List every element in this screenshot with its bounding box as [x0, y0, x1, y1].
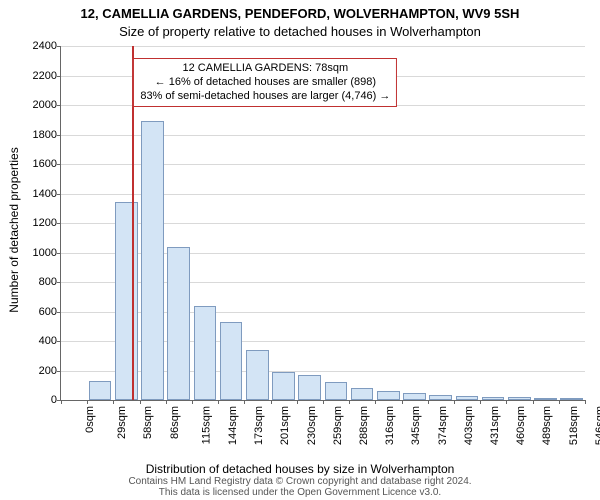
x-tick-mark [323, 400, 324, 404]
y-tick-label: 0 [51, 394, 61, 406]
x-tick-label: 86sqm [169, 406, 181, 439]
gridline [61, 253, 585, 254]
x-tick-mark [297, 400, 298, 404]
x-tick-mark [428, 400, 429, 404]
gridline [61, 312, 585, 313]
chart-title-address: 12, CAMELLIA GARDENS, PENDEFORD, WOLVERH… [0, 6, 600, 21]
x-tick-mark [480, 400, 481, 404]
histogram-bar [403, 393, 426, 400]
histogram-bar [167, 247, 190, 400]
x-tick-label: 316sqm [384, 406, 396, 445]
gridline [61, 164, 585, 165]
y-tick-label: 2200 [33, 70, 61, 82]
y-tick-label: 400 [39, 335, 61, 347]
histogram-bar [560, 398, 583, 400]
histogram-bar [508, 397, 531, 400]
gridline [61, 341, 585, 342]
x-tick-label: 345sqm [411, 406, 423, 445]
x-tick-mark [349, 400, 350, 404]
histogram-bar [246, 350, 269, 400]
x-tick-label: 489sqm [542, 406, 554, 445]
annotation-line: 12 CAMELLIA GARDENS: 78sqm [140, 62, 390, 76]
chart-title-desc: Size of property relative to detached ho… [0, 24, 600, 39]
x-tick-mark [559, 400, 560, 404]
x-tick-label: 144sqm [227, 406, 239, 445]
x-tick-mark [402, 400, 403, 404]
x-tick-label: 230sqm [306, 406, 318, 445]
x-tick-label: 173sqm [253, 406, 265, 445]
histogram-bar [534, 398, 557, 400]
x-tick-mark [506, 400, 507, 404]
x-tick-mark [61, 400, 62, 404]
histogram-bar [456, 396, 479, 400]
x-tick-label: 0sqm [84, 406, 96, 433]
y-tick-label: 1200 [33, 217, 61, 229]
x-axis-label: Distribution of detached houses by size … [0, 462, 600, 476]
x-tick-mark [271, 400, 272, 404]
histogram-bar [429, 395, 452, 400]
x-tick-mark [533, 400, 534, 404]
y-tick-label: 2000 [33, 99, 61, 111]
x-tick-mark [113, 400, 114, 404]
y-axis-label: Number of detached properties [7, 147, 21, 312]
x-tick-label: 58sqm [142, 406, 154, 439]
annotation-line: 83% of semi-detached houses are larger (… [140, 90, 390, 104]
annotation-line: ← 16% of detached houses are smaller (89… [140, 76, 390, 90]
x-tick-mark [375, 400, 376, 404]
gridline [61, 223, 585, 224]
x-tick-label: 460sqm [515, 406, 527, 445]
x-tick-label: 431sqm [489, 406, 501, 445]
credits-line1: Contains HM Land Registry data © Crown c… [0, 476, 600, 487]
histogram-bar [194, 306, 217, 400]
histogram-bar [220, 322, 243, 400]
histogram-bar [325, 382, 348, 400]
x-tick-mark [140, 400, 141, 404]
x-tick-label: 546sqm [594, 406, 600, 445]
gridline [61, 194, 585, 195]
y-tick-label: 200 [39, 365, 61, 377]
x-tick-label: 259sqm [332, 406, 344, 445]
x-tick-label: 288sqm [358, 406, 370, 445]
x-tick-mark [192, 400, 193, 404]
histogram-bar [351, 388, 374, 400]
y-tick-label: 2400 [33, 40, 61, 52]
y-tick-label: 1600 [33, 158, 61, 170]
histogram-bar [298, 375, 321, 400]
y-tick-label: 800 [39, 276, 61, 288]
credits-line2: This data is licensed under the Open Gov… [0, 487, 600, 498]
y-tick-label: 600 [39, 306, 61, 318]
x-tick-mark [585, 400, 586, 404]
credits: Contains HM Land Registry data © Crown c… [0, 476, 600, 498]
histogram-bar [89, 381, 112, 400]
y-tick-label: 1000 [33, 247, 61, 259]
gridline [61, 371, 585, 372]
x-tick-label: 518sqm [568, 406, 580, 445]
annotation-box: 12 CAMELLIA GARDENS: 78sqm← 16% of detac… [133, 58, 397, 107]
x-tick-mark [166, 400, 167, 404]
y-tick-label: 1800 [33, 129, 61, 141]
x-tick-mark [244, 400, 245, 404]
x-tick-label: 115sqm [200, 406, 212, 444]
gridline [61, 135, 585, 136]
gridline [61, 46, 585, 47]
x-tick-label: 201sqm [280, 406, 292, 445]
histogram-bar [272, 372, 295, 400]
histogram-bar [377, 391, 400, 400]
gridline [61, 282, 585, 283]
x-tick-label: 29sqm [116, 406, 128, 439]
histogram-plot-area: 0200400600800100012001400160018002000220… [60, 46, 585, 401]
y-tick-label: 1400 [33, 188, 61, 200]
histogram-bar [141, 121, 164, 400]
x-tick-label: 374sqm [437, 406, 449, 445]
x-tick-label: 403sqm [463, 406, 475, 445]
x-tick-mark [454, 400, 455, 404]
x-tick-mark [218, 400, 219, 404]
histogram-bar [482, 397, 505, 400]
x-tick-mark [87, 400, 88, 404]
